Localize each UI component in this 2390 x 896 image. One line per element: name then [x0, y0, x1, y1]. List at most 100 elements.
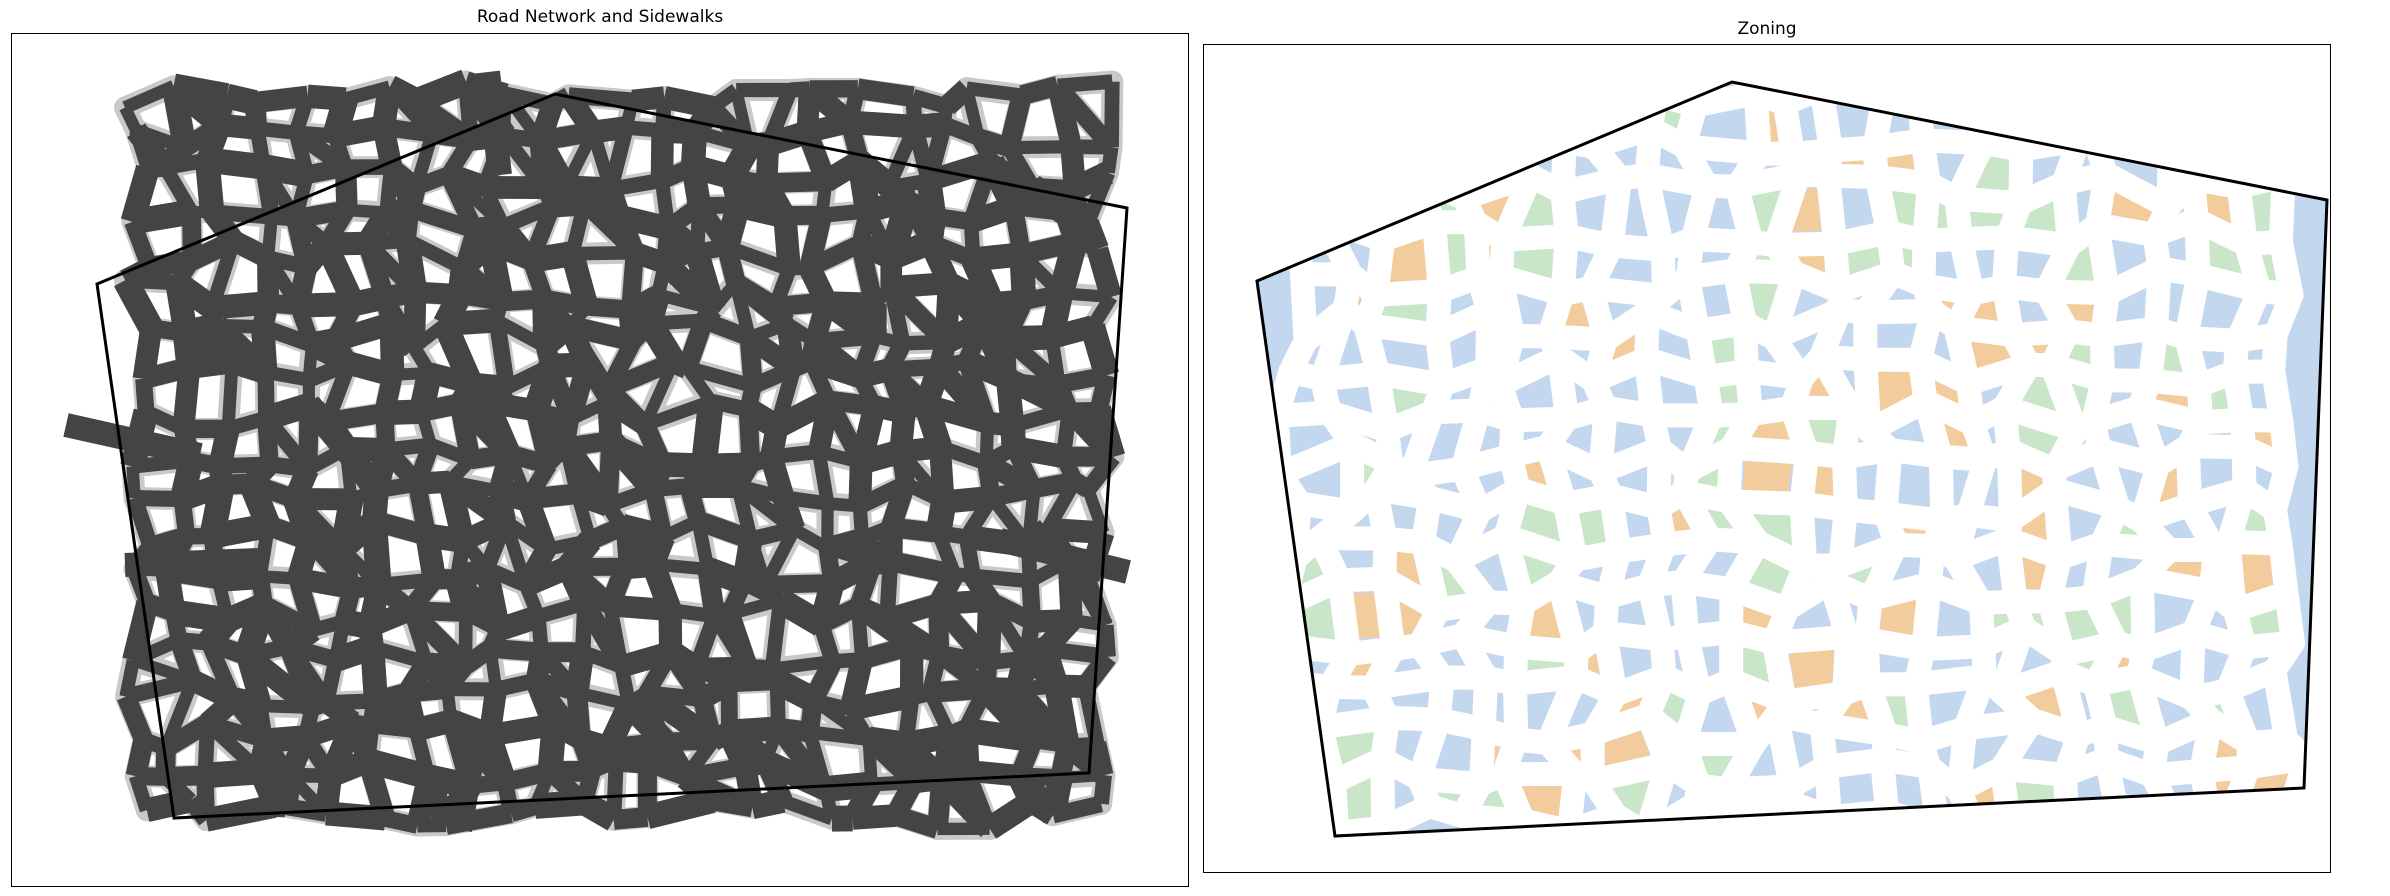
park-zone [1484, 102, 1520, 140]
residential-zone [1428, 103, 1474, 137]
commercial-zone [2202, 189, 2236, 231]
residential-zone [1837, 770, 1876, 807]
road-segment [335, 166, 358, 211]
road-segment [780, 794, 835, 825]
residential-zone [1570, 98, 1589, 138]
road-segment [270, 208, 297, 227]
commercial-zone [1788, 187, 1826, 232]
road-segment [129, 773, 154, 813]
road-segment [932, 207, 973, 231]
road-segment [609, 594, 671, 621]
commercial-zone [1335, 194, 1373, 228]
road-gap [1552, 102, 1580, 154]
road-segment [808, 725, 870, 747]
road-segment [488, 489, 516, 524]
road-segment [730, 88, 755, 148]
road-segment [685, 249, 726, 313]
residential-zone [2014, 247, 2055, 282]
road-gap [2140, 763, 2182, 823]
road-gap [2103, 793, 2182, 823]
residential-zone [1523, 690, 1562, 731]
road-gap [1926, 808, 1986, 836]
road-segment [267, 293, 299, 315]
road-gap [2171, 96, 2202, 143]
road-segment [361, 519, 392, 586]
road-segment [1081, 576, 1113, 628]
road-gap [1272, 546, 1308, 618]
road-segment [668, 351, 693, 379]
commercial-zone [2072, 108, 2093, 135]
road-segment [612, 807, 649, 830]
residential-zone [2025, 110, 2066, 141]
road-gap [1356, 84, 1452, 122]
road-segment [1044, 683, 1080, 748]
road-gap [1555, 82, 1604, 127]
road-segment [1104, 81, 1120, 148]
road-gap [1326, 84, 1381, 118]
road-segment [251, 575, 273, 606]
road-gap [1603, 803, 1659, 836]
road-segment [742, 749, 768, 778]
residential-zone [1561, 690, 1604, 732]
road-gap [1579, 82, 1606, 159]
commercial-zone [2110, 187, 2155, 226]
road-gap [1427, 82, 1487, 122]
residential-zone [2155, 113, 2184, 133]
road-segment [680, 131, 708, 168]
road-segment [691, 519, 715, 571]
road-segment [813, 622, 841, 664]
road-segment [625, 120, 664, 138]
road-segment [126, 466, 141, 499]
road-gap [1875, 799, 1951, 836]
road-segment [479, 241, 514, 304]
zoning-title: Zoning [1737, 19, 1797, 39]
road-segment [848, 110, 916, 139]
road-segment [458, 285, 504, 311]
residential-zone [1380, 336, 1429, 374]
road-segment [187, 349, 234, 379]
road-gap [2177, 82, 2245, 121]
road-gap [1907, 86, 1972, 112]
road-segment [878, 527, 903, 562]
residential-zone [1300, 101, 1331, 139]
road-gap [1286, 207, 1336, 250]
road-segment [639, 359, 680, 428]
road-segment [408, 201, 478, 239]
road-segment [909, 684, 932, 706]
road-gap [1263, 669, 1291, 736]
road-segment [536, 344, 561, 369]
residential-zone [1380, 106, 1425, 136]
road-segment [257, 163, 302, 223]
road-network-title: Road Network and Sidewalks [476, 7, 724, 27]
park-zone [2019, 196, 2059, 235]
road-gap [2083, 126, 2183, 155]
commercial-zone [1388, 237, 1428, 283]
road-segment [126, 495, 159, 550]
road-gap [2158, 118, 2196, 151]
road-gap [1278, 777, 1305, 836]
road-segment [644, 788, 716, 829]
road-gap [1272, 593, 1300, 658]
residential-zone [1573, 191, 1609, 234]
residential-zone [1850, 518, 1886, 554]
park-zone [2105, 593, 2137, 638]
road-segment [1086, 246, 1122, 300]
road-segment [362, 489, 389, 522]
road-segment [494, 672, 539, 698]
road-segment [1000, 424, 1027, 449]
road-segment [253, 524, 276, 578]
commercial-zone [1743, 458, 1792, 494]
road-gap [2052, 89, 2091, 153]
park-zone [2246, 146, 2279, 177]
road-segment [1000, 331, 1065, 391]
road-gap [2085, 88, 2158, 122]
commercial-zone [1344, 105, 1371, 137]
commercial-zone [1810, 463, 1838, 499]
road-segment [679, 483, 708, 524]
road-gap [1339, 173, 1379, 199]
residential-zone [1525, 105, 1559, 142]
road-gap [2066, 128, 2108, 155]
road-segment [119, 104, 142, 133]
residential-zone [1787, 595, 1834, 634]
